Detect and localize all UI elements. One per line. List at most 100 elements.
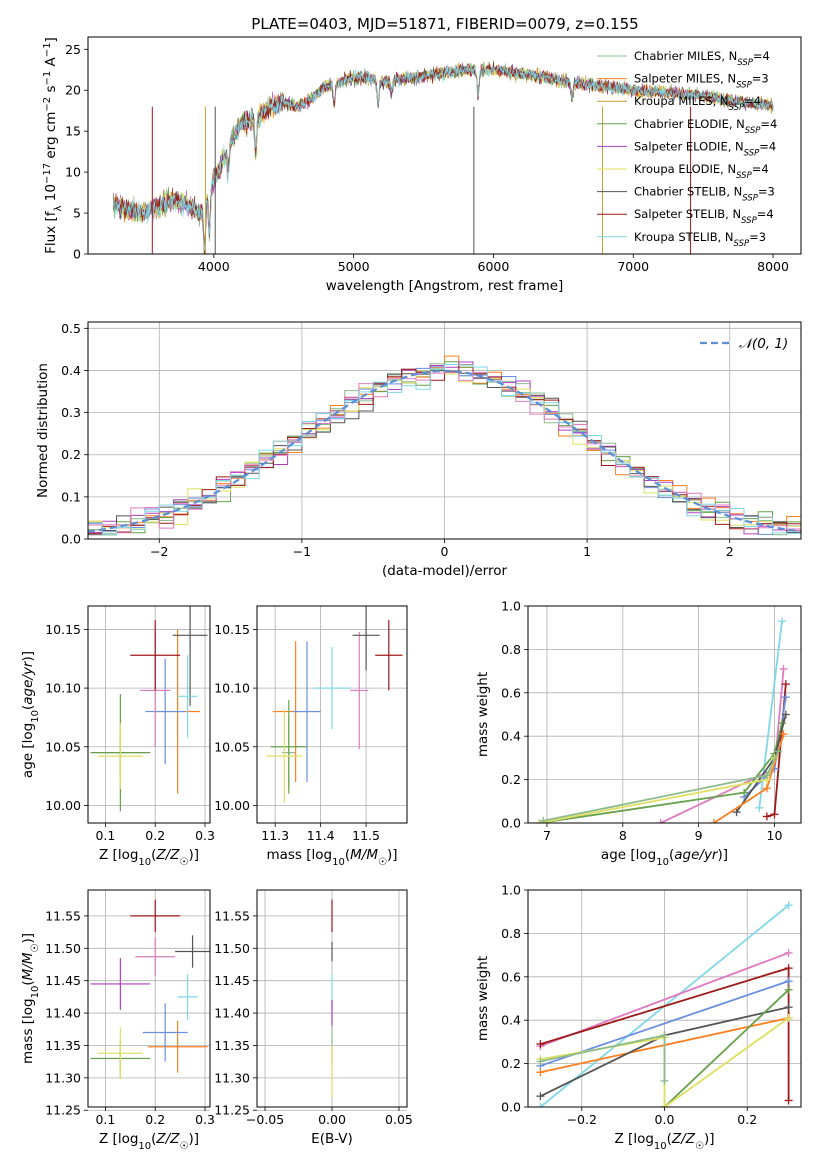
- x-tick-label: 2: [726, 544, 734, 559]
- weight-line-1: [660, 668, 785, 823]
- legend-entry: Salpeter MILES, NSSP=3: [634, 72, 769, 91]
- y-tick-label: 0.4: [501, 729, 521, 744]
- x-axis-label: age [log10(age/yr)]: [601, 847, 728, 868]
- y-tick-label: 0.2: [501, 772, 521, 787]
- y-tick-label: 1.0: [501, 883, 521, 898]
- legend-entry: 𝒩(0, 1): [739, 336, 788, 352]
- y-tick-label: 0.8: [501, 926, 521, 941]
- y-tick-label: 0.0: [501, 1100, 521, 1115]
- x-tick-label: 0.2: [737, 1112, 757, 1127]
- x-tick-label: 11.5: [352, 828, 380, 843]
- subplots: 4000 5000 6000 7000 80000510152025wavelength…: [20, 36, 802, 1152]
- plus-marker: [762, 771, 771, 780]
- plus-marker: [779, 730, 788, 739]
- legend-entry: Kroupa MILES, NSSP=4: [634, 94, 761, 113]
- plot-area: [112, 60, 774, 254]
- plus-marker: [755, 803, 764, 812]
- axes-frame: [256, 605, 408, 824]
- x-tick-label: 0: [441, 544, 449, 559]
- x-axis-label: Z [log10(Z/Z☉)]: [615, 1131, 715, 1152]
- x-tick-label: −1: [293, 544, 311, 559]
- panel-mass-vs-Z: 0.1 0.2 0.3 11.25 11.30 11.35 11.40 11.45 11.50 1…: [20, 889, 215, 1152]
- x-tick-label: 8: [619, 828, 627, 843]
- y-tick-label: 10.00: [214, 798, 250, 813]
- panel-mass-weight-vs-Z: −0.2 0.0 0.2 0.0 0.2 0.4 0.6 0.8 1.0 Z [log10(Z/Z…: [475, 883, 802, 1152]
- plus-marker: [536, 1040, 545, 1049]
- plus-marker: [784, 985, 793, 994]
- x-tick-label: 0.3: [195, 1112, 215, 1127]
- x-tick-label: 0.1: [95, 828, 115, 843]
- y-axis-label: mass [log10(M/M☉)]: [20, 933, 41, 1064]
- x-tick-label: 0.2: [145, 1112, 165, 1127]
- y-tick-label: 11.55: [45, 908, 81, 923]
- y-tick-label: 0.2: [61, 447, 81, 462]
- x-tick-label: 6000: [478, 259, 510, 274]
- y-tick-label: 11.35: [45, 1038, 81, 1053]
- normal-curve: [88, 369, 799, 533]
- y-tick-label: 11.30: [45, 1070, 81, 1085]
- legend-entry: Salpeter STELIB, NSSP=4: [634, 207, 774, 226]
- weight-line-4: [539, 722, 783, 823]
- plus-marker: [774, 747, 783, 756]
- plot-area: [536, 901, 793, 1107]
- y-tick-label: 25: [65, 42, 81, 57]
- y-tick-label: 0.8: [501, 642, 521, 657]
- x-tick-label: 11.4: [307, 828, 335, 843]
- plus-marker: [740, 788, 749, 797]
- y-tick-label: 0.5: [61, 321, 81, 336]
- plot-area: [90, 899, 210, 1080]
- plus-marker: [784, 901, 793, 910]
- figure-title: PLATE=0403, MJD=51871, FIBERID=0079, z=0…: [251, 15, 638, 33]
- x-axis-label: wavelength [Angstrom, rest frame]: [326, 278, 564, 294]
- y-tick-label: 10.00: [45, 798, 81, 813]
- weight-line-8: [543, 751, 780, 822]
- histogram-series-7: [88, 364, 801, 534]
- x-tick-label: 0.05: [385, 1112, 413, 1127]
- plus-marker: [762, 784, 771, 793]
- plus-marker: [536, 1092, 545, 1101]
- y-tick-label: 10.15: [45, 622, 81, 637]
- x-tick-label: 8000: [757, 259, 789, 274]
- plus-marker: [779, 664, 788, 673]
- y-tick-label: 11.45: [45, 973, 81, 988]
- y-tick-label: 11.40: [45, 1006, 81, 1021]
- x-tick-label: 11.3: [261, 828, 289, 843]
- histogram-series-9: [88, 364, 801, 536]
- plus-marker: [536, 1103, 545, 1107]
- y-tick-label: 0.6: [501, 685, 521, 700]
- panel-mass-weight-vs-age: 7 8 9 10 0.0 0.2 0.4 0.6 0.8 1.0 age [log10(age/yr…: [475, 599, 802, 868]
- legend-entry: Kroupa STELIB, NSSP=3: [634, 230, 766, 249]
- y-tick-label: 11.50: [45, 941, 81, 956]
- spectrum-line-8: [112, 63, 774, 251]
- legend-entry: Chabrier MILES, NSSP=4: [634, 49, 770, 68]
- plus-marker: [784, 977, 793, 986]
- x-tick-label: 5000: [338, 259, 370, 274]
- weight-line-6: [663, 989, 790, 1107]
- y-axis-label: mass weight: [475, 672, 491, 757]
- plus-marker: [732, 808, 741, 817]
- axes-frame: [87, 889, 211, 1108]
- plus-marker: [660, 1103, 669, 1107]
- plus-marker: [781, 680, 790, 689]
- x-tick-label: 1: [583, 544, 591, 559]
- x-tick-label: 7: [543, 828, 551, 843]
- plus-marker: [784, 964, 793, 973]
- x-tick-label: −0.05: [246, 1112, 284, 1127]
- axes-frame: [87, 36, 802, 255]
- panel-age-vs-Z: 0.1 0.2 0.3 10.00 10.05 10.10 10.15 Z [log10(Z/…: [20, 605, 215, 868]
- plus-marker: [660, 1031, 669, 1040]
- y-tick-label: 11.40: [214, 1006, 250, 1021]
- y-tick-label: 11.55: [214, 908, 250, 923]
- x-axis-label: Z [log10(Z/Z☉)]: [99, 847, 199, 868]
- axes-frame: [527, 605, 802, 824]
- y-axis-label: Normed distribution: [35, 363, 51, 498]
- y-tick-label: 0.2: [501, 1056, 521, 1071]
- plus-marker: [536, 1068, 545, 1077]
- plus-marker: [660, 1076, 669, 1085]
- plot-area: [88, 355, 801, 536]
- y-tick-label: 11.25: [214, 1103, 250, 1118]
- legend-entry: Salpeter ELODIE, NSSP=4: [634, 139, 776, 158]
- plot-area: [90, 606, 208, 812]
- x-tick-label: 10: [767, 828, 783, 843]
- plus-marker: [770, 810, 779, 819]
